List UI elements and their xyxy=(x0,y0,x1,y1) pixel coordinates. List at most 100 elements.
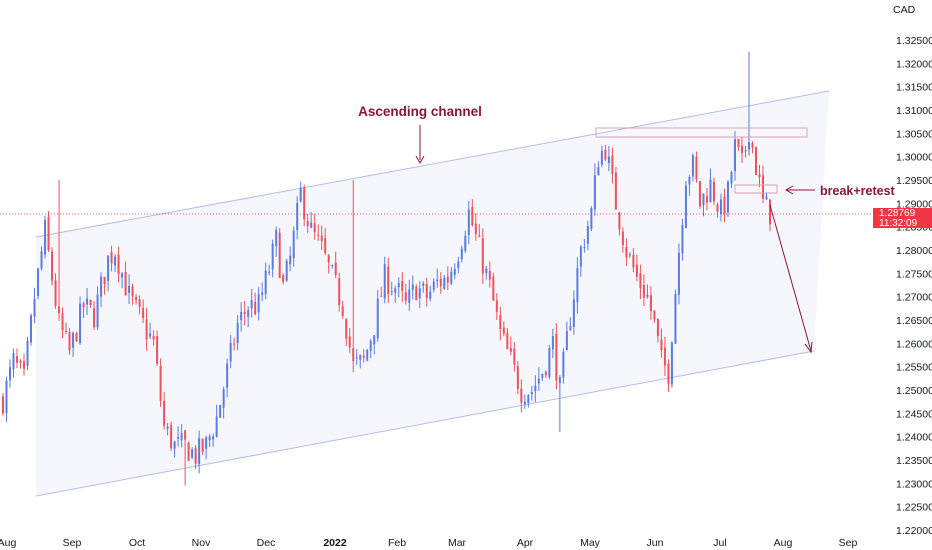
candle-body xyxy=(698,181,701,207)
candle-body xyxy=(534,385,537,392)
candle xyxy=(600,145,603,168)
candle xyxy=(40,246,43,271)
candle xyxy=(285,258,288,282)
candle xyxy=(579,244,582,277)
candle-body xyxy=(523,401,526,405)
candle-body xyxy=(306,221,309,226)
candle-body xyxy=(562,351,565,378)
y-tick-label: 1.22000 xyxy=(896,525,932,537)
candle xyxy=(576,257,579,314)
y-tick-label: 1.31000 xyxy=(896,105,932,117)
candle-body xyxy=(275,230,278,247)
candle xyxy=(481,228,484,285)
candle-body xyxy=(457,261,460,269)
candle-body xyxy=(58,306,61,314)
candle xyxy=(310,212,313,229)
candle xyxy=(611,147,614,184)
candle-body xyxy=(516,366,519,390)
candle-body xyxy=(345,319,348,339)
candle-body xyxy=(37,268,40,297)
candle xyxy=(712,177,715,205)
candle-body xyxy=(47,216,50,251)
candle xyxy=(9,359,12,388)
candle-body xyxy=(590,208,593,229)
candle-body xyxy=(9,367,12,381)
candle-body xyxy=(513,348,516,365)
candle-body xyxy=(247,309,250,317)
candle xyxy=(520,379,523,413)
candle-body xyxy=(100,276,103,297)
channel-label: Ascending channel xyxy=(358,104,482,119)
candle xyxy=(75,331,78,343)
price-axis[interactable]: CAD 1.32500 1.32000 1.31500 1.31000 1.30500 1.… xyxy=(893,4,932,537)
candle xyxy=(208,433,211,448)
candle-body xyxy=(642,284,645,298)
candle-body xyxy=(537,378,540,384)
y-tick-label: 1.25500 xyxy=(896,362,932,374)
candle xyxy=(453,263,456,280)
candle-body xyxy=(282,275,285,282)
candle xyxy=(439,272,442,294)
candle-body xyxy=(667,363,670,384)
candle-body xyxy=(681,225,684,254)
candle xyxy=(653,310,656,323)
y-tick-label: 1.28000 xyxy=(896,245,932,257)
candle-body xyxy=(86,298,89,305)
candle xyxy=(138,295,141,315)
candle xyxy=(632,248,635,273)
candle-body xyxy=(26,341,29,366)
candle xyxy=(184,429,187,486)
candle-body xyxy=(198,438,201,465)
candle-body xyxy=(317,234,320,236)
y-tick-label: 1.30500 xyxy=(896,128,932,140)
candle-body xyxy=(40,251,43,269)
candle xyxy=(607,146,610,172)
candle-body xyxy=(663,347,666,366)
candle-body xyxy=(425,284,428,298)
candle-body xyxy=(61,313,64,331)
candle xyxy=(551,328,554,359)
candle xyxy=(96,286,99,331)
candle xyxy=(362,349,365,363)
candle xyxy=(499,306,502,341)
y-tick-label: 1.31500 xyxy=(896,82,932,94)
candle xyxy=(222,386,225,419)
candle-body xyxy=(558,377,561,384)
candle-body xyxy=(719,199,722,215)
x-tick-label: 2022 xyxy=(323,537,347,549)
candle xyxy=(303,184,306,226)
candle-body xyxy=(163,400,166,426)
time-axis[interactable]: Aug Sep Oct Nov Dec 2022 Feb Mar Apr May Jun Jul Aug… xyxy=(0,537,857,549)
current-price-badge: 1.28769 11:32:09 xyxy=(873,208,932,229)
candle-body xyxy=(128,285,131,293)
candle xyxy=(233,337,236,351)
candle xyxy=(257,286,260,321)
candle-body xyxy=(495,300,498,312)
current-price-value: 1.28769 xyxy=(879,208,916,220)
candle-body xyxy=(723,196,726,214)
x-tick-label: Apr xyxy=(517,537,534,549)
candle-body xyxy=(250,300,253,309)
candle xyxy=(460,245,463,263)
candle-body xyxy=(646,294,649,297)
candle-body xyxy=(632,254,635,268)
resistance-zone xyxy=(595,127,808,138)
candle-body xyxy=(565,330,568,351)
candle xyxy=(583,238,586,253)
candle-body xyxy=(572,299,575,327)
candle-body xyxy=(110,252,113,264)
candle xyxy=(509,336,512,356)
candle-body xyxy=(751,143,754,148)
candle-body xyxy=(338,278,341,306)
candle xyxy=(23,353,26,376)
candle xyxy=(163,391,166,430)
candle-body xyxy=(418,288,421,298)
candle-body xyxy=(579,246,582,267)
y-tick-label: 1.30000 xyxy=(896,152,932,164)
candle xyxy=(485,265,488,280)
candle xyxy=(492,272,495,301)
candle xyxy=(352,180,355,373)
candle-body xyxy=(138,299,141,307)
candle-body xyxy=(16,356,19,363)
